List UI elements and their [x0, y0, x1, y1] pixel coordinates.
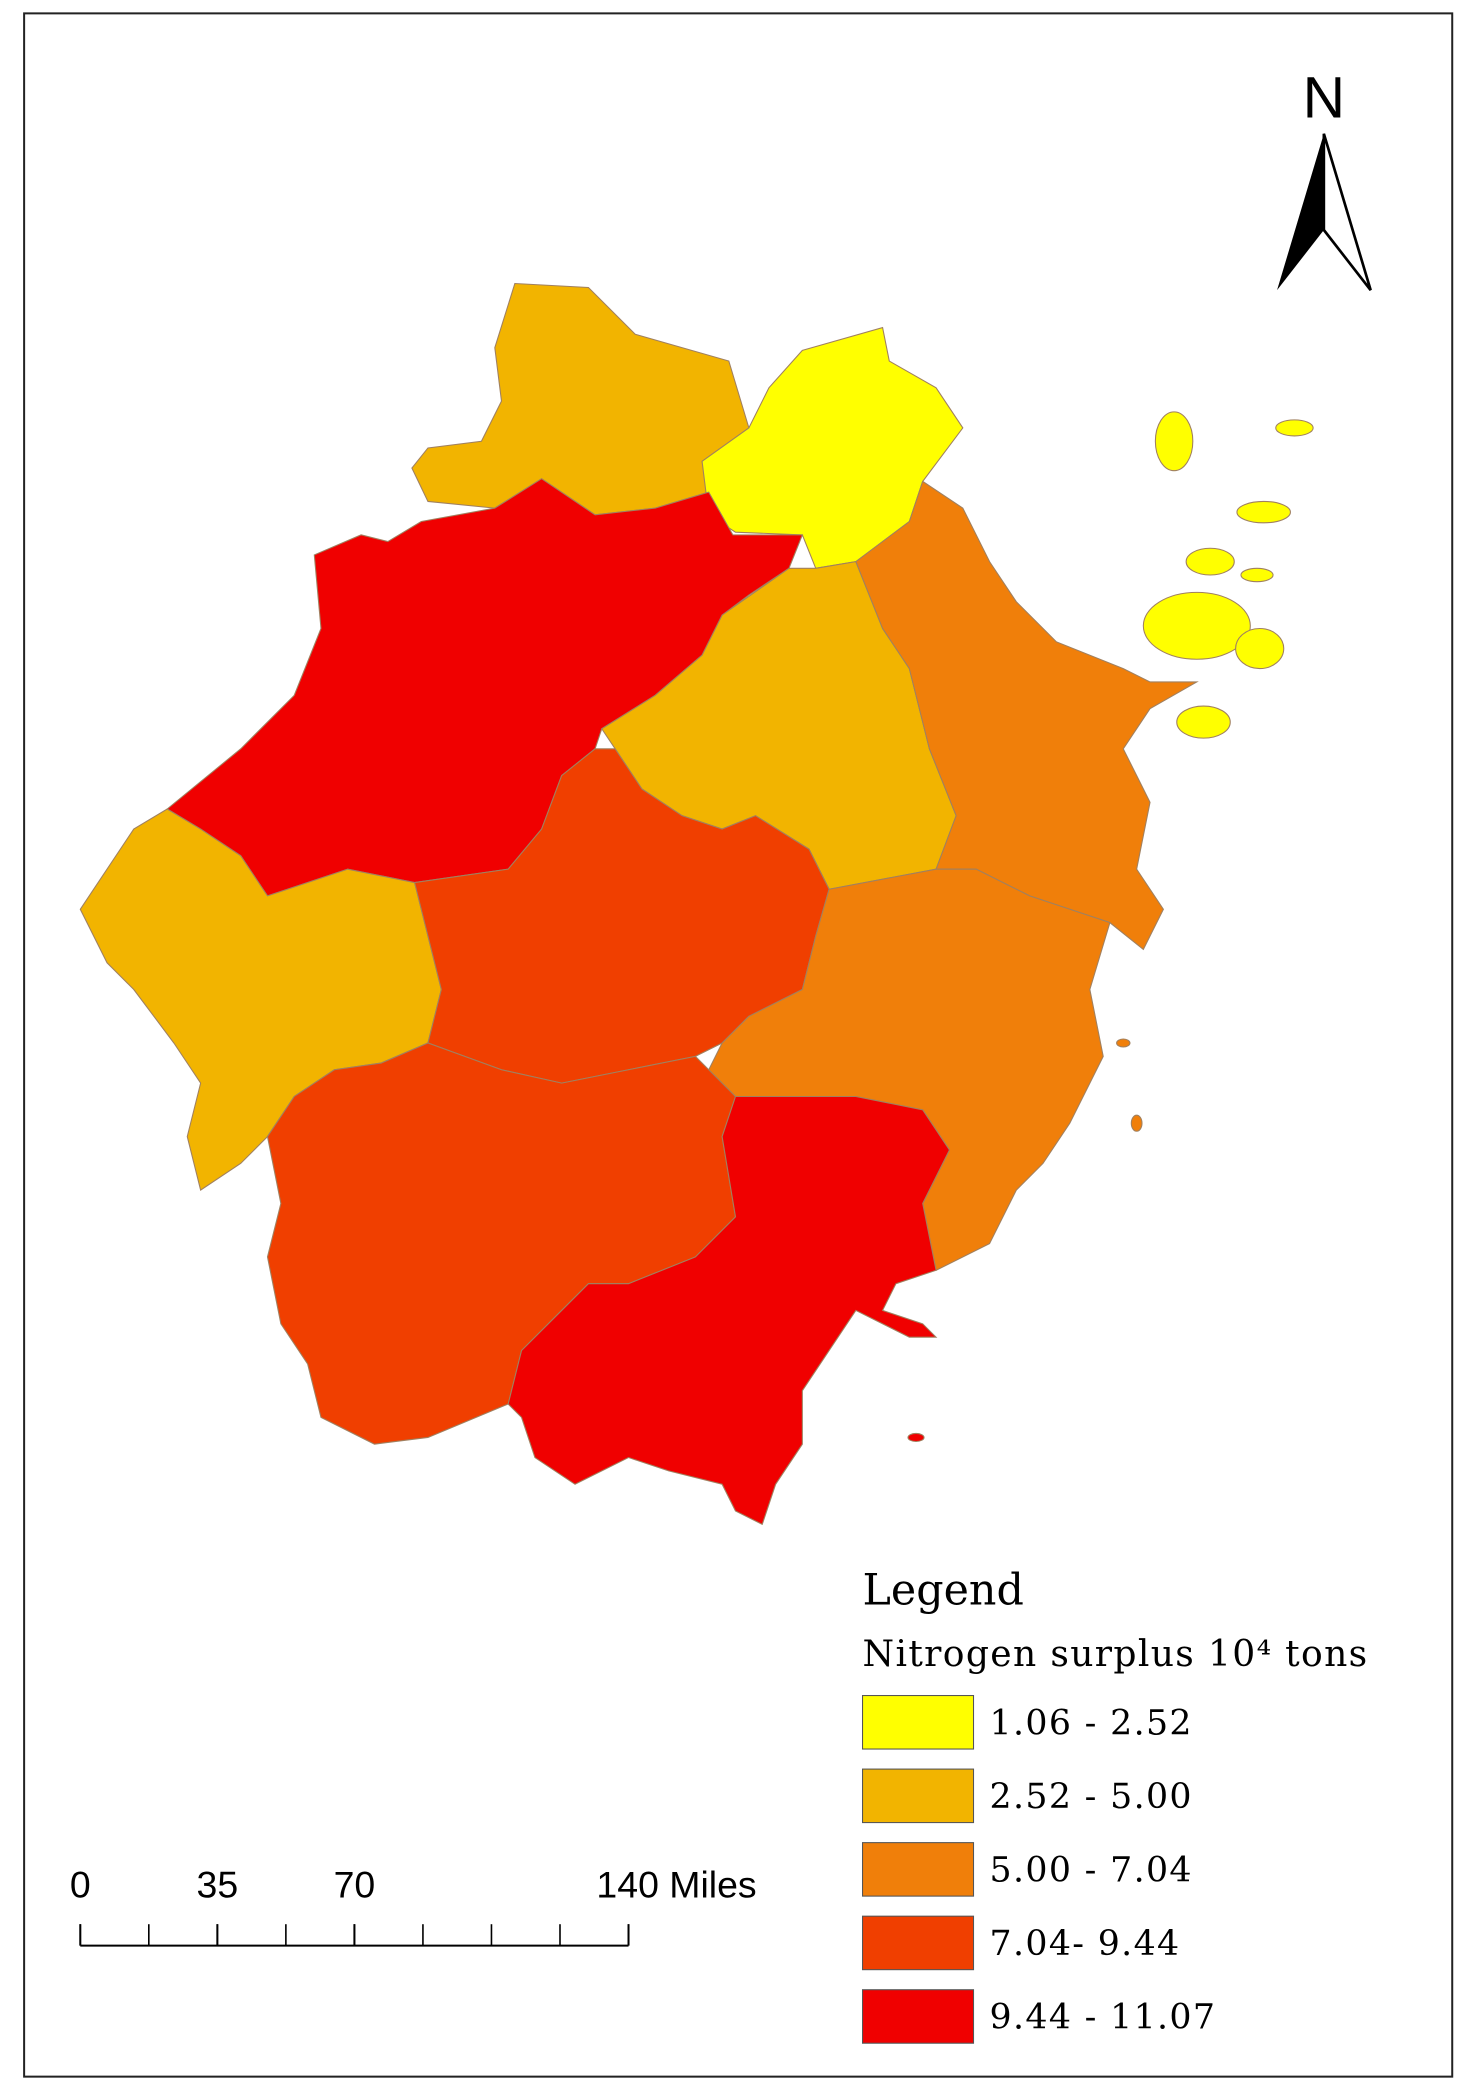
legend-swatch: [861, 1842, 975, 1897]
legend-subtitle: Nitrogen surplus 10⁴ tons: [863, 1632, 1369, 1675]
island: [1142, 591, 1251, 660]
legend-label: 2.52 - 5.00: [990, 1777, 1193, 1817]
legend-label: 5.00 - 7.04: [990, 1850, 1193, 1890]
north-label: N: [1303, 66, 1345, 131]
arrow-right: [1322, 133, 1372, 291]
scale-bar: 0 35 70 140 Miles: [70, 1863, 757, 1947]
island: [1235, 627, 1285, 670]
legend-swatch: [861, 1768, 975, 1824]
legend-swatch: [861, 1695, 975, 1750]
north-arrow: N: [1277, 66, 1372, 291]
island: [907, 1432, 925, 1443]
islands: [907, 411, 1314, 1443]
island: [1275, 419, 1314, 437]
scale-label: 70: [334, 1863, 376, 1905]
legend-title: Legend: [863, 1566, 1024, 1616]
legend-label: 7.04- 9.44: [990, 1924, 1181, 1964]
region: [507, 1095, 951, 1526]
island: [1130, 1114, 1143, 1132]
island: [1176, 705, 1231, 739]
island: [1154, 411, 1194, 472]
regions: [79, 282, 1314, 1526]
island: [1240, 567, 1274, 583]
legend-swatch: [861, 1989, 975, 2044]
region: [855, 480, 1199, 951]
island: [1236, 500, 1291, 524]
legend: 1.06 - 2.52 2.52 - 5.00 5.00 - 7.04 7.04- 9…: [861, 1695, 1217, 2044]
scale-label: 0: [70, 1863, 91, 1905]
legend-swatch: [861, 1915, 975, 1971]
legend-label: 1.06 - 2.52: [990, 1703, 1193, 1743]
legend-label: 9.44 - 11.07: [990, 1998, 1217, 2038]
scale-label: 35: [197, 1863, 239, 1905]
scale-label: 140 Miles: [596, 1863, 756, 1905]
island: [1185, 547, 1235, 576]
island: [1116, 1038, 1131, 1048]
